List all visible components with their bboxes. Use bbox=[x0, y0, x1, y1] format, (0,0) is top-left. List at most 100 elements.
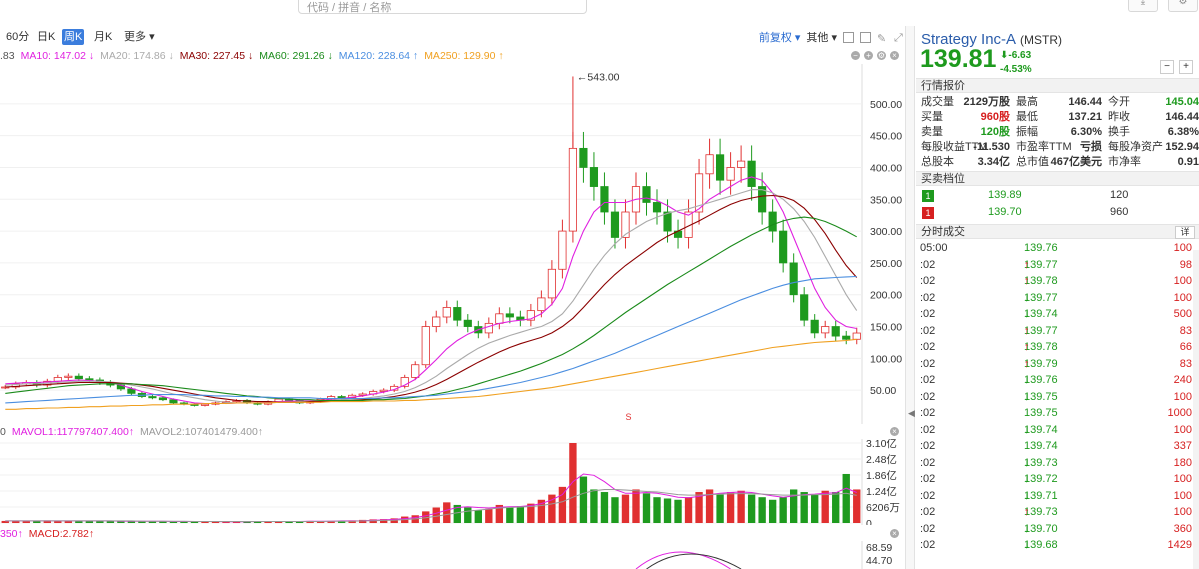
tick-price-value: 139.74 bbox=[1024, 308, 1058, 320]
volume-bar bbox=[726, 492, 735, 523]
macd-tick-label: 44.70 bbox=[866, 555, 892, 567]
detail-button[interactable]: 详 bbox=[1175, 226, 1195, 239]
book-qty: 960 bbox=[1110, 206, 1129, 218]
tab-daily[interactable]: 日K bbox=[37, 31, 56, 43]
close-icon[interactable]: × bbox=[890, 51, 899, 60]
volume-bar bbox=[358, 519, 367, 523]
ma-line-ma20 bbox=[5, 189, 858, 404]
volume-bar bbox=[800, 492, 808, 523]
plus-icon[interactable]: + bbox=[864, 51, 873, 60]
tick-volume: 1000 bbox=[1167, 407, 1192, 419]
volume-bar bbox=[716, 494, 724, 523]
legend-item: MAVOL1:117797407.400↑ bbox=[11, 426, 135, 438]
tick-time: :02 bbox=[920, 456, 936, 469]
quote-label: 买量 bbox=[921, 111, 943, 123]
tab-monthly[interactable]: 月K bbox=[94, 31, 113, 43]
quote-label: 每股收益TTM bbox=[921, 141, 988, 153]
volume-bar bbox=[12, 520, 20, 523]
tick-volume: 83 bbox=[1179, 324, 1192, 337]
ma-line-ma120 bbox=[5, 275, 857, 404]
tick-list[interactable]: 05:00 139.76 100:02 139.77 ↑ 98:02 139.78 ↑ 100:… bbox=[916, 240, 1192, 569]
price-tick-label: 500.00 bbox=[870, 99, 902, 111]
price-tick-label: 450.00 bbox=[870, 131, 902, 143]
candle-body bbox=[453, 307, 462, 321]
grid-icon[interactable] bbox=[843, 31, 854, 43]
tick-direction-icon: ↑ bbox=[1024, 258, 1030, 271]
tick-direction-icon: ↓ bbox=[1024, 489, 1030, 502]
minus-icon[interactable]: − bbox=[851, 51, 860, 60]
price-tick-label: 350.00 bbox=[870, 194, 902, 206]
volume-bar bbox=[485, 508, 493, 523]
tick-scrollbar[interactable] bbox=[1193, 250, 1199, 569]
tick-time: :02 bbox=[920, 506, 936, 518]
tick-volume: 100 bbox=[1173, 473, 1192, 485]
tab-more[interactable]: 更多 ▾ bbox=[122, 29, 157, 45]
tick-row: :02 139.77 ↓ 100 bbox=[916, 290, 1192, 307]
volume-bar bbox=[600, 492, 609, 523]
tick-price-value: 139.73 bbox=[1024, 506, 1058, 518]
ma-line-ma250 bbox=[5, 338, 857, 410]
stock-name-text: Strategy Inc-A bbox=[921, 31, 1017, 48]
tick-direction-icon: ↓ bbox=[1024, 456, 1030, 469]
quote-label: 总股本 bbox=[921, 156, 954, 168]
gear-icon[interactable]: ⚙ bbox=[877, 51, 886, 60]
volume-bar bbox=[117, 521, 125, 523]
volume-bar bbox=[264, 521, 272, 523]
tick-price-value: 139.78 bbox=[1024, 275, 1058, 287]
tick-direction-icon: ↓ bbox=[1024, 522, 1030, 535]
volume-bar bbox=[684, 497, 693, 523]
volume-bar bbox=[821, 490, 829, 523]
volume-bar bbox=[159, 521, 167, 523]
settings-icon[interactable]: ⚙ bbox=[1168, 0, 1198, 12]
volume-bar bbox=[558, 486, 567, 523]
order-book-row: 1 139.70 960 bbox=[916, 205, 1199, 221]
tab-weekly[interactable]: 周K bbox=[62, 29, 85, 45]
candle-body bbox=[779, 230, 788, 264]
candle-body bbox=[842, 335, 851, 340]
panel-splitter[interactable]: ◀ bbox=[905, 26, 915, 569]
other-dropdown[interactable]: 其他 ▾ bbox=[806, 32, 837, 44]
quote-label: 成交量 bbox=[921, 96, 954, 108]
minus-button[interactable]: − bbox=[1160, 60, 1174, 74]
legend-item: 350↑ bbox=[0, 528, 23, 540]
tick-direction-icon: ↓ bbox=[1024, 390, 1030, 403]
export-icon[interactable]: ⤓ bbox=[1128, 0, 1158, 12]
quote-value: 3.34亿 bbox=[977, 156, 1010, 168]
adjust-dropdown[interactable]: 前复权 ▾ bbox=[758, 32, 801, 44]
close-icon[interactable]: × bbox=[890, 529, 899, 538]
candle-body bbox=[442, 307, 451, 318]
draw-icon[interactable]: ✎ bbox=[877, 32, 887, 45]
tick-time: :02 bbox=[920, 539, 936, 551]
tick-time: :02 bbox=[920, 473, 936, 485]
legend-item: MA20: 174.86 ↓ bbox=[100, 50, 174, 62]
quote-label: 卖量 bbox=[921, 126, 943, 138]
tick-price-value: 139.77 bbox=[1024, 324, 1058, 337]
volume-bar bbox=[337, 520, 346, 523]
book-price: 139.89 bbox=[988, 189, 1022, 201]
volume-bar bbox=[653, 497, 661, 523]
tick-row: :02 139.72 ↓ 100 bbox=[916, 471, 1192, 488]
change-value: -6.63 bbox=[1008, 50, 1032, 61]
collapse-arrow-icon[interactable]: ◀ bbox=[908, 408, 915, 418]
quote-value: 6.38% bbox=[1167, 126, 1199, 138]
legend-item: .83 bbox=[0, 50, 15, 62]
add-watchlist-button[interactable]: + bbox=[1179, 60, 1193, 74]
volume-bar bbox=[789, 489, 798, 523]
tab-60min[interactable]: 60分 bbox=[6, 31, 30, 43]
candle-body bbox=[758, 186, 767, 213]
tick-row: :02 139.75 ↓ 100 bbox=[916, 389, 1192, 406]
fullscreen-icon[interactable]: ⤢ bbox=[894, 31, 903, 44]
candle-body bbox=[358, 393, 367, 396]
quote-value: 467亿美元 bbox=[1050, 156, 1102, 168]
tick-volume: 100 bbox=[1173, 390, 1192, 403]
quote-row: 成交量 2129万股 最高 146.44 今开 145.04 bbox=[921, 95, 1199, 110]
stock-search-input[interactable]: 代码 / 拼音 / 名称 bbox=[298, 0, 587, 14]
tick-volume: 180 bbox=[1173, 456, 1192, 469]
volume-bar bbox=[832, 492, 840, 523]
layout-icon[interactable] bbox=[860, 31, 871, 43]
tick-row: :02 139.74 337 bbox=[916, 438, 1192, 455]
volume-bar bbox=[811, 494, 819, 523]
tick-price-value: 139.74 bbox=[1024, 440, 1058, 452]
volume-bar bbox=[243, 521, 251, 523]
close-icon[interactable]: × bbox=[890, 427, 899, 436]
